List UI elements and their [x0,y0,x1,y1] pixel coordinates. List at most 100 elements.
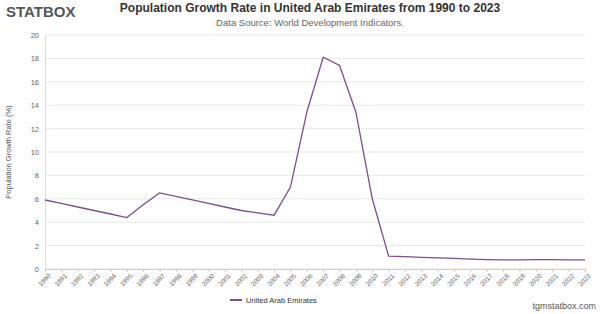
legend: United Arab Emirates [230,296,317,305]
grid-line [45,81,585,82]
x-tick: 2009 [348,269,363,287]
x-tick: 1999 [184,269,199,287]
x-tick-label: 2014 [429,272,444,287]
x-tick-label: 1993 [86,272,101,287]
x-tick-label: 2007 [315,272,330,287]
x-tick: 2001 [217,269,232,287]
x-tick-mark [470,269,471,272]
x-tick-mark [487,269,488,272]
x-tick-mark [340,269,341,272]
x-tick-label: 2023 [577,272,592,287]
x-tick-label: 1994 [102,272,117,287]
x-tick: 2023 [577,269,592,287]
x-tick-label: 2020 [528,272,543,287]
y-tick-label: 12 [31,125,39,134]
site: tgmstatbox.com [532,301,596,311]
x-tick-label: 2012 [397,272,412,287]
y-tick-label: 18 [31,54,39,63]
y-axis: 02468101214161820 [31,31,46,274]
x-tick: 2008 [331,269,346,287]
line [45,57,585,260]
y-tick: 2 [35,242,45,251]
y-tick: 16 [31,78,45,87]
x-tick-label: 1998 [168,272,183,287]
x-tick-mark [552,269,553,272]
x-tick: 2003 [249,269,264,287]
y-tick: 10 [31,148,45,157]
x-tick-mark [520,269,521,272]
x-tick-label: 1990 [37,272,52,287]
x-tick-label: 2021 [544,272,559,287]
chart: STATBOX tgmstatbox.com Population Growth R… [0,0,600,314]
x-tick-mark [274,269,275,272]
y-tick-label: 4 [35,218,39,227]
x-tick: 1990 [37,269,52,287]
x-tick-label: 1997 [151,272,166,287]
x-tick: 2017 [478,269,493,287]
x-tick: 2019 [511,269,526,287]
x-tick-label: 1991 [53,272,68,287]
x-tick-mark [94,269,95,272]
x-tick-label: 2004 [266,272,281,287]
x-tick-mark [307,269,308,272]
x-tick: 2016 [462,269,477,287]
y-axis-title: Population Growth Rate (%) [4,105,13,199]
x-tick: 1995 [118,269,133,287]
x-axis-line [46,270,586,273]
x-tick-mark [323,269,324,272]
y-tick-label: 8 [35,171,39,180]
x-tick-label: 2018 [495,272,510,287]
x-tick-label: 2010 [364,272,379,287]
x-tick: 2014 [429,269,444,287]
logo: STATBOX [6,3,75,20]
y-tick: 14 [31,101,45,110]
y-tick-label: 20 [31,31,39,40]
x-tick: 2011 [381,269,396,287]
y-tick-label: 0 [35,265,39,274]
x-tick-mark [258,269,259,272]
x-tick-label: 2008 [331,272,346,287]
x-tick: 1994 [102,269,117,287]
x-tick-mark [405,269,406,272]
x-tick-mark [536,269,537,272]
x-tick: 2005 [282,269,297,287]
x-tick-label: 2000 [200,272,215,287]
title: Population Growth Rate in United Arab Em… [120,1,501,15]
x-tick-mark [127,269,128,272]
x-tick-mark [372,269,373,272]
x-tick: 1997 [151,269,166,287]
grid-line [45,152,585,153]
x-tick-mark [454,269,455,272]
x-tick-mark [61,269,62,272]
grid-line [45,245,585,246]
x-tick-mark [209,269,210,272]
x-tick-label: 2001 [217,272,232,287]
x-tick-mark [160,269,161,272]
y-tick: 20 [31,31,45,40]
x-tick-label: 2013 [413,272,428,287]
x-tick-mark [585,269,586,272]
y-tick: 12 [31,125,45,134]
y-tick-label: 10 [31,148,39,157]
grid-line [45,128,585,129]
y-tick: 8 [35,171,45,180]
x-tick: 1991 [53,269,68,287]
legend-swatch [230,299,242,301]
x-tick-label: 2002 [233,272,248,287]
x-tick: 2007 [315,269,330,287]
x-tick-label: 2019 [511,272,526,287]
x-tick-mark [503,269,504,272]
x-tick-mark [438,269,439,272]
x-tick: 2013 [413,269,428,287]
x-tick-label: 1996 [135,272,150,287]
x-tick-label: 2016 [462,272,477,287]
x-tick-label: 2009 [348,272,363,287]
x-tick-mark [110,269,111,272]
x-tick-mark [290,269,291,272]
x-tick-mark [78,269,79,272]
x-tick-mark [389,269,390,272]
x-tick: 2021 [544,269,559,287]
x-tick-mark [241,269,242,272]
x-tick: 2004 [266,269,281,287]
x-tick-label: 2011 [381,272,396,287]
